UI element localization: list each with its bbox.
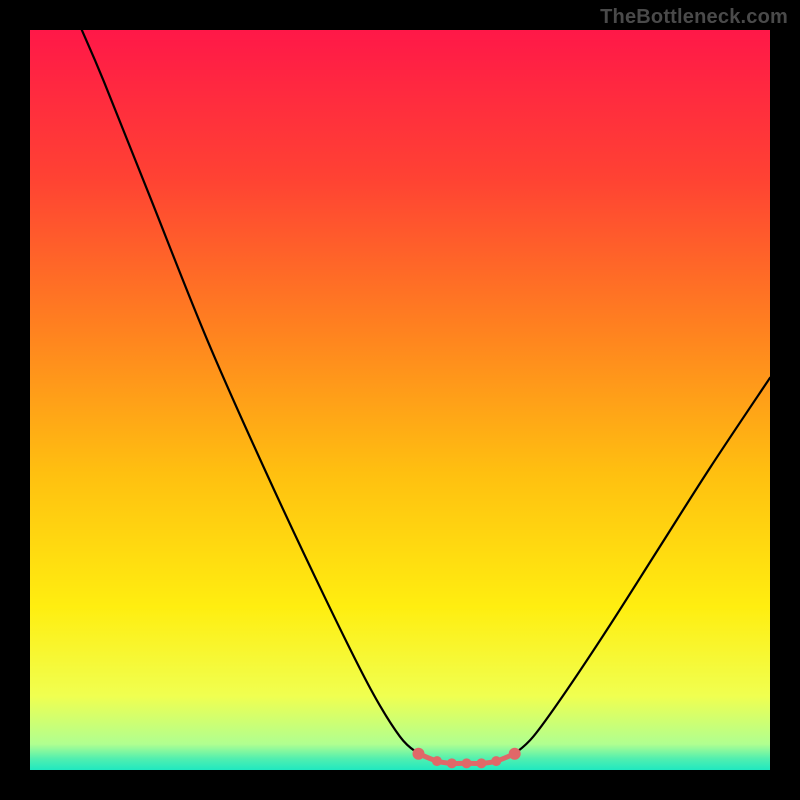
chart-container: TheBottleneck.com — [0, 0, 800, 800]
highlight-marker — [462, 758, 472, 768]
bottleneck-chart — [0, 0, 800, 800]
highlight-end-marker — [509, 748, 521, 760]
highlight-marker — [447, 758, 457, 768]
watermark-text: TheBottleneck.com — [600, 6, 788, 29]
highlight-marker — [432, 756, 442, 766]
chart-background — [30, 30, 770, 770]
highlight-end-marker — [413, 748, 425, 760]
highlight-marker — [491, 756, 501, 766]
highlight-marker — [476, 758, 486, 768]
